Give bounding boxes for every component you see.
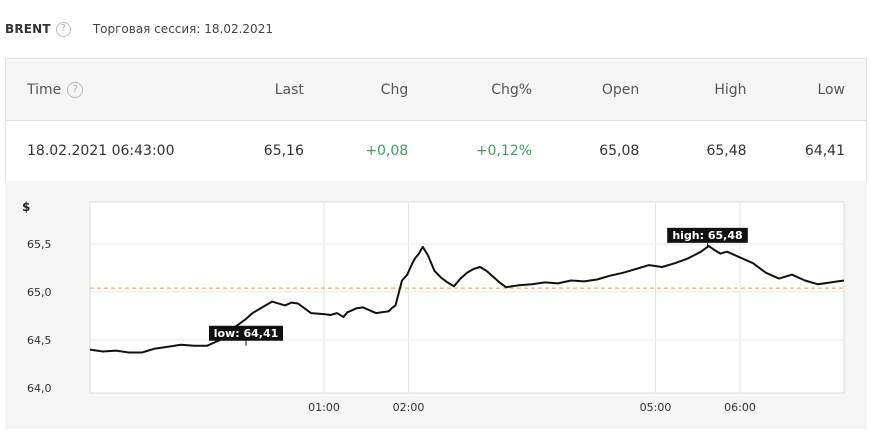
x-tick-label: 02:00 xyxy=(393,401,425,414)
y-tick-label: 64,0 xyxy=(27,382,52,395)
x-tick-label: 01:00 xyxy=(308,401,340,414)
annotation-label: high: 65,48 xyxy=(672,229,742,242)
col-open: Open xyxy=(601,81,640,98)
price-chart-svg: 64,0 64,5 65,0 65,5 01:00 02:00 05:00 06:00 $ low… xyxy=(22,200,845,414)
y-tick-label: 64,5 xyxy=(27,334,52,347)
col-chg: Chg xyxy=(380,81,409,98)
value-last: 65,16 xyxy=(263,143,304,159)
quote-table: Time ? Last Chg Chg% Open High Low 18.02… xyxy=(5,58,867,182)
col-time: Time ? xyxy=(27,81,236,98)
price-line xyxy=(89,244,845,354)
y-axis-label: $ xyxy=(22,200,30,214)
col-high: High xyxy=(714,81,747,98)
x-tick-label: 05:00 xyxy=(640,401,672,414)
y-tick-label: 65,5 xyxy=(27,238,52,251)
col-last: Last xyxy=(274,81,304,98)
quote-values-row: 18.02.2021 06:43:00 65,16 +0,08 +0,12% 6… xyxy=(6,121,866,181)
price-chart: 64,0 64,5 65,0 65,5 01:00 02:00 05:00 06:00 $ low… xyxy=(5,181,867,429)
x-tick-label: 06:00 xyxy=(724,401,756,414)
y-tick-label: 65,0 xyxy=(27,286,52,299)
annotation-label: low: 64,41 xyxy=(214,327,279,340)
annotation-box xyxy=(209,325,283,341)
value-chg-pct: +0,12% xyxy=(475,143,533,159)
value-high: 65,48 xyxy=(706,143,747,159)
page-header: BRENT ? Торговая сессия: 18.02.2021 xyxy=(5,14,273,44)
session-label: Торговая сессия: 18.02.2021 xyxy=(92,22,273,36)
value-open: 65,08 xyxy=(599,143,640,159)
value-low: 64,41 xyxy=(804,143,846,159)
value-chg: +0,08 xyxy=(365,143,409,159)
help-icon[interactable]: ? xyxy=(55,21,71,37)
col-low: Low xyxy=(817,81,846,98)
annotation-box xyxy=(667,227,748,243)
value-time: 18.02.2021 06:43:00 xyxy=(27,143,175,159)
col-chg-pct: Chg% xyxy=(491,81,533,98)
help-icon[interactable]: ? xyxy=(67,81,84,98)
col-time-label: Time xyxy=(27,81,62,98)
ticker-symbol: BRENT xyxy=(5,22,51,36)
quote-header-row: Time ? Last Chg Chg% Open High Low xyxy=(6,59,866,121)
